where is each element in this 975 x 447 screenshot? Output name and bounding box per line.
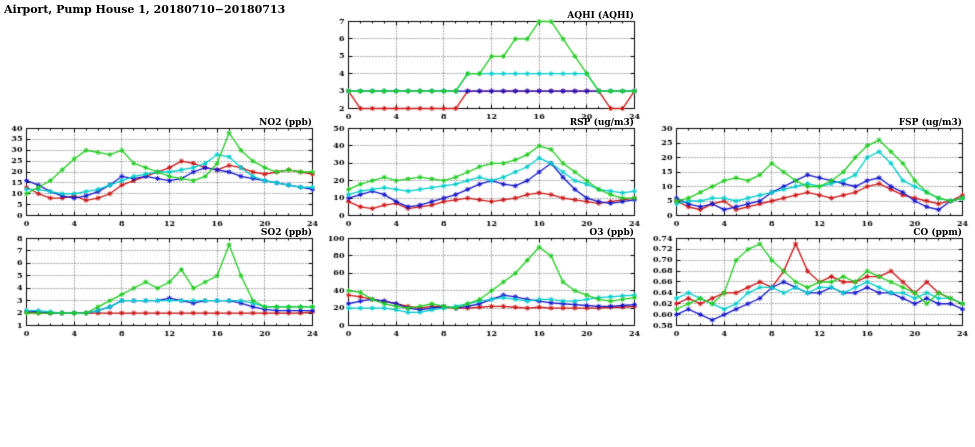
chart-fsp: FSP (ug/m3)	[650, 119, 972, 235]
chart-rsp: RSP (ug/m3)	[322, 119, 644, 235]
chart-no2: NO2 (ppb)	[0, 119, 322, 235]
fsp-plot-canvas	[650, 119, 972, 235]
rsp-plot-canvas	[322, 119, 644, 235]
rsp-chart-title: RSP (ug/m3)	[569, 118, 634, 128]
no2-plot-canvas	[0, 119, 322, 235]
o3-plot-canvas	[322, 229, 644, 345]
page-title: Airport, Pump House 1, 20180710−20180713	[4, 3, 286, 16]
co-plot-canvas	[650, 229, 972, 345]
chart-aqhi: AQHI (AQHI)	[322, 12, 644, 128]
chart-co: CO (ppm)	[650, 229, 972, 345]
aqhi-plot-canvas	[322, 12, 644, 128]
so2-plot-canvas	[0, 229, 322, 345]
chart-so2: SO2 (ppb)	[0, 229, 322, 345]
chart-o3: O3 (ppb)	[322, 229, 644, 345]
fsp-chart-title: FSP (ug/m3)	[898, 118, 962, 128]
no2-chart-title: NO2 (ppb)	[259, 118, 312, 128]
aqhi-chart-title: AQHI (AQHI)	[567, 11, 634, 21]
so2-chart-title: SO2 (ppb)	[260, 228, 312, 238]
o3-chart-title: O3 (ppb)	[589, 228, 634, 238]
co-chart-title: CO (ppm)	[913, 228, 962, 238]
